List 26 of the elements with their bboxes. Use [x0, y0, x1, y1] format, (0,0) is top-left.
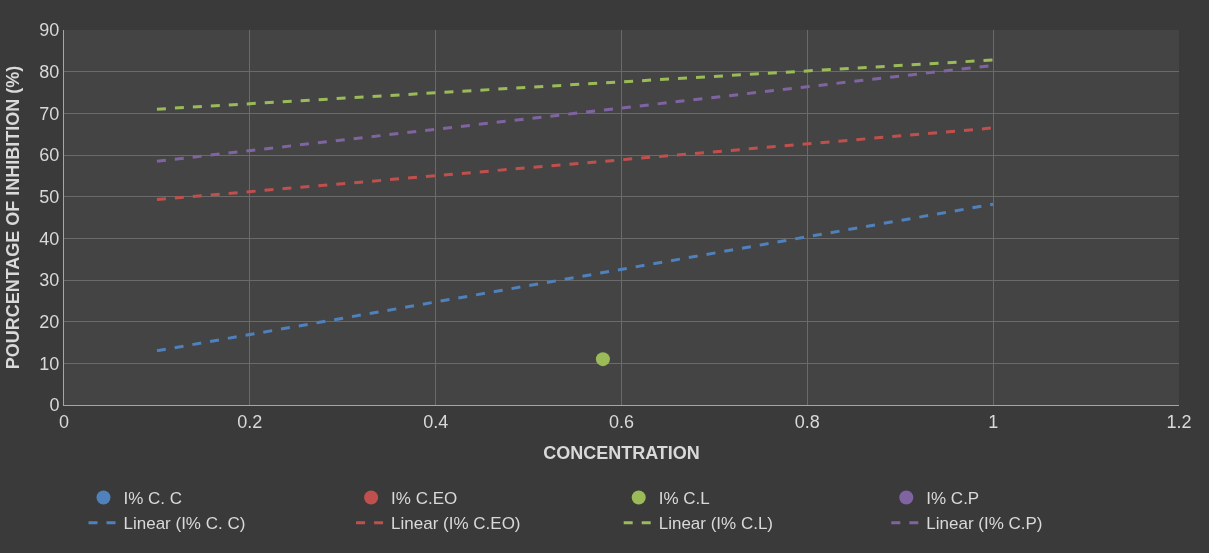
y-tick-label: 30 [39, 270, 60, 291]
y-tick-label: 20 [39, 311, 60, 332]
legend-label: Linear (I% C.P) [926, 514, 1043, 534]
y-tick-label: 80 [39, 61, 60, 82]
legend-label: I% C.EO [391, 489, 458, 509]
legend-label: I% C.P [926, 489, 980, 509]
legend-label: Linear (I% C. C) [123, 514, 246, 534]
x-axis-title: CONCENTRATION [543, 442, 700, 463]
x-tick-label: 1 [988, 411, 999, 432]
legend-label: I% C.L [658, 489, 710, 509]
legend-label: Linear (I% C.EO) [391, 514, 521, 534]
y-tick-label: 0 [49, 395, 60, 416]
y-tick-label: 50 [39, 186, 60, 207]
y-axis-title: POURCENTAGE OF INHIBITION (%) [2, 65, 23, 370]
legend-label: Linear (I% C.L) [658, 514, 774, 534]
x-tick-label: 0.2 [237, 411, 263, 432]
y-tick-label: 70 [39, 103, 60, 124]
y-tick-label: 10 [39, 353, 60, 374]
y-tick-label: 60 [39, 145, 60, 166]
x-tick-label: 1.2 [1166, 411, 1192, 432]
y-tick-label: 90 [39, 20, 60, 41]
y-tick-label: 40 [39, 228, 60, 249]
x-tick-label: 0.6 [608, 411, 635, 432]
legend-label: I% C. C [123, 489, 183, 509]
x-tick-label: 0.8 [794, 411, 820, 432]
x-tick-label: 0.4 [423, 411, 449, 432]
